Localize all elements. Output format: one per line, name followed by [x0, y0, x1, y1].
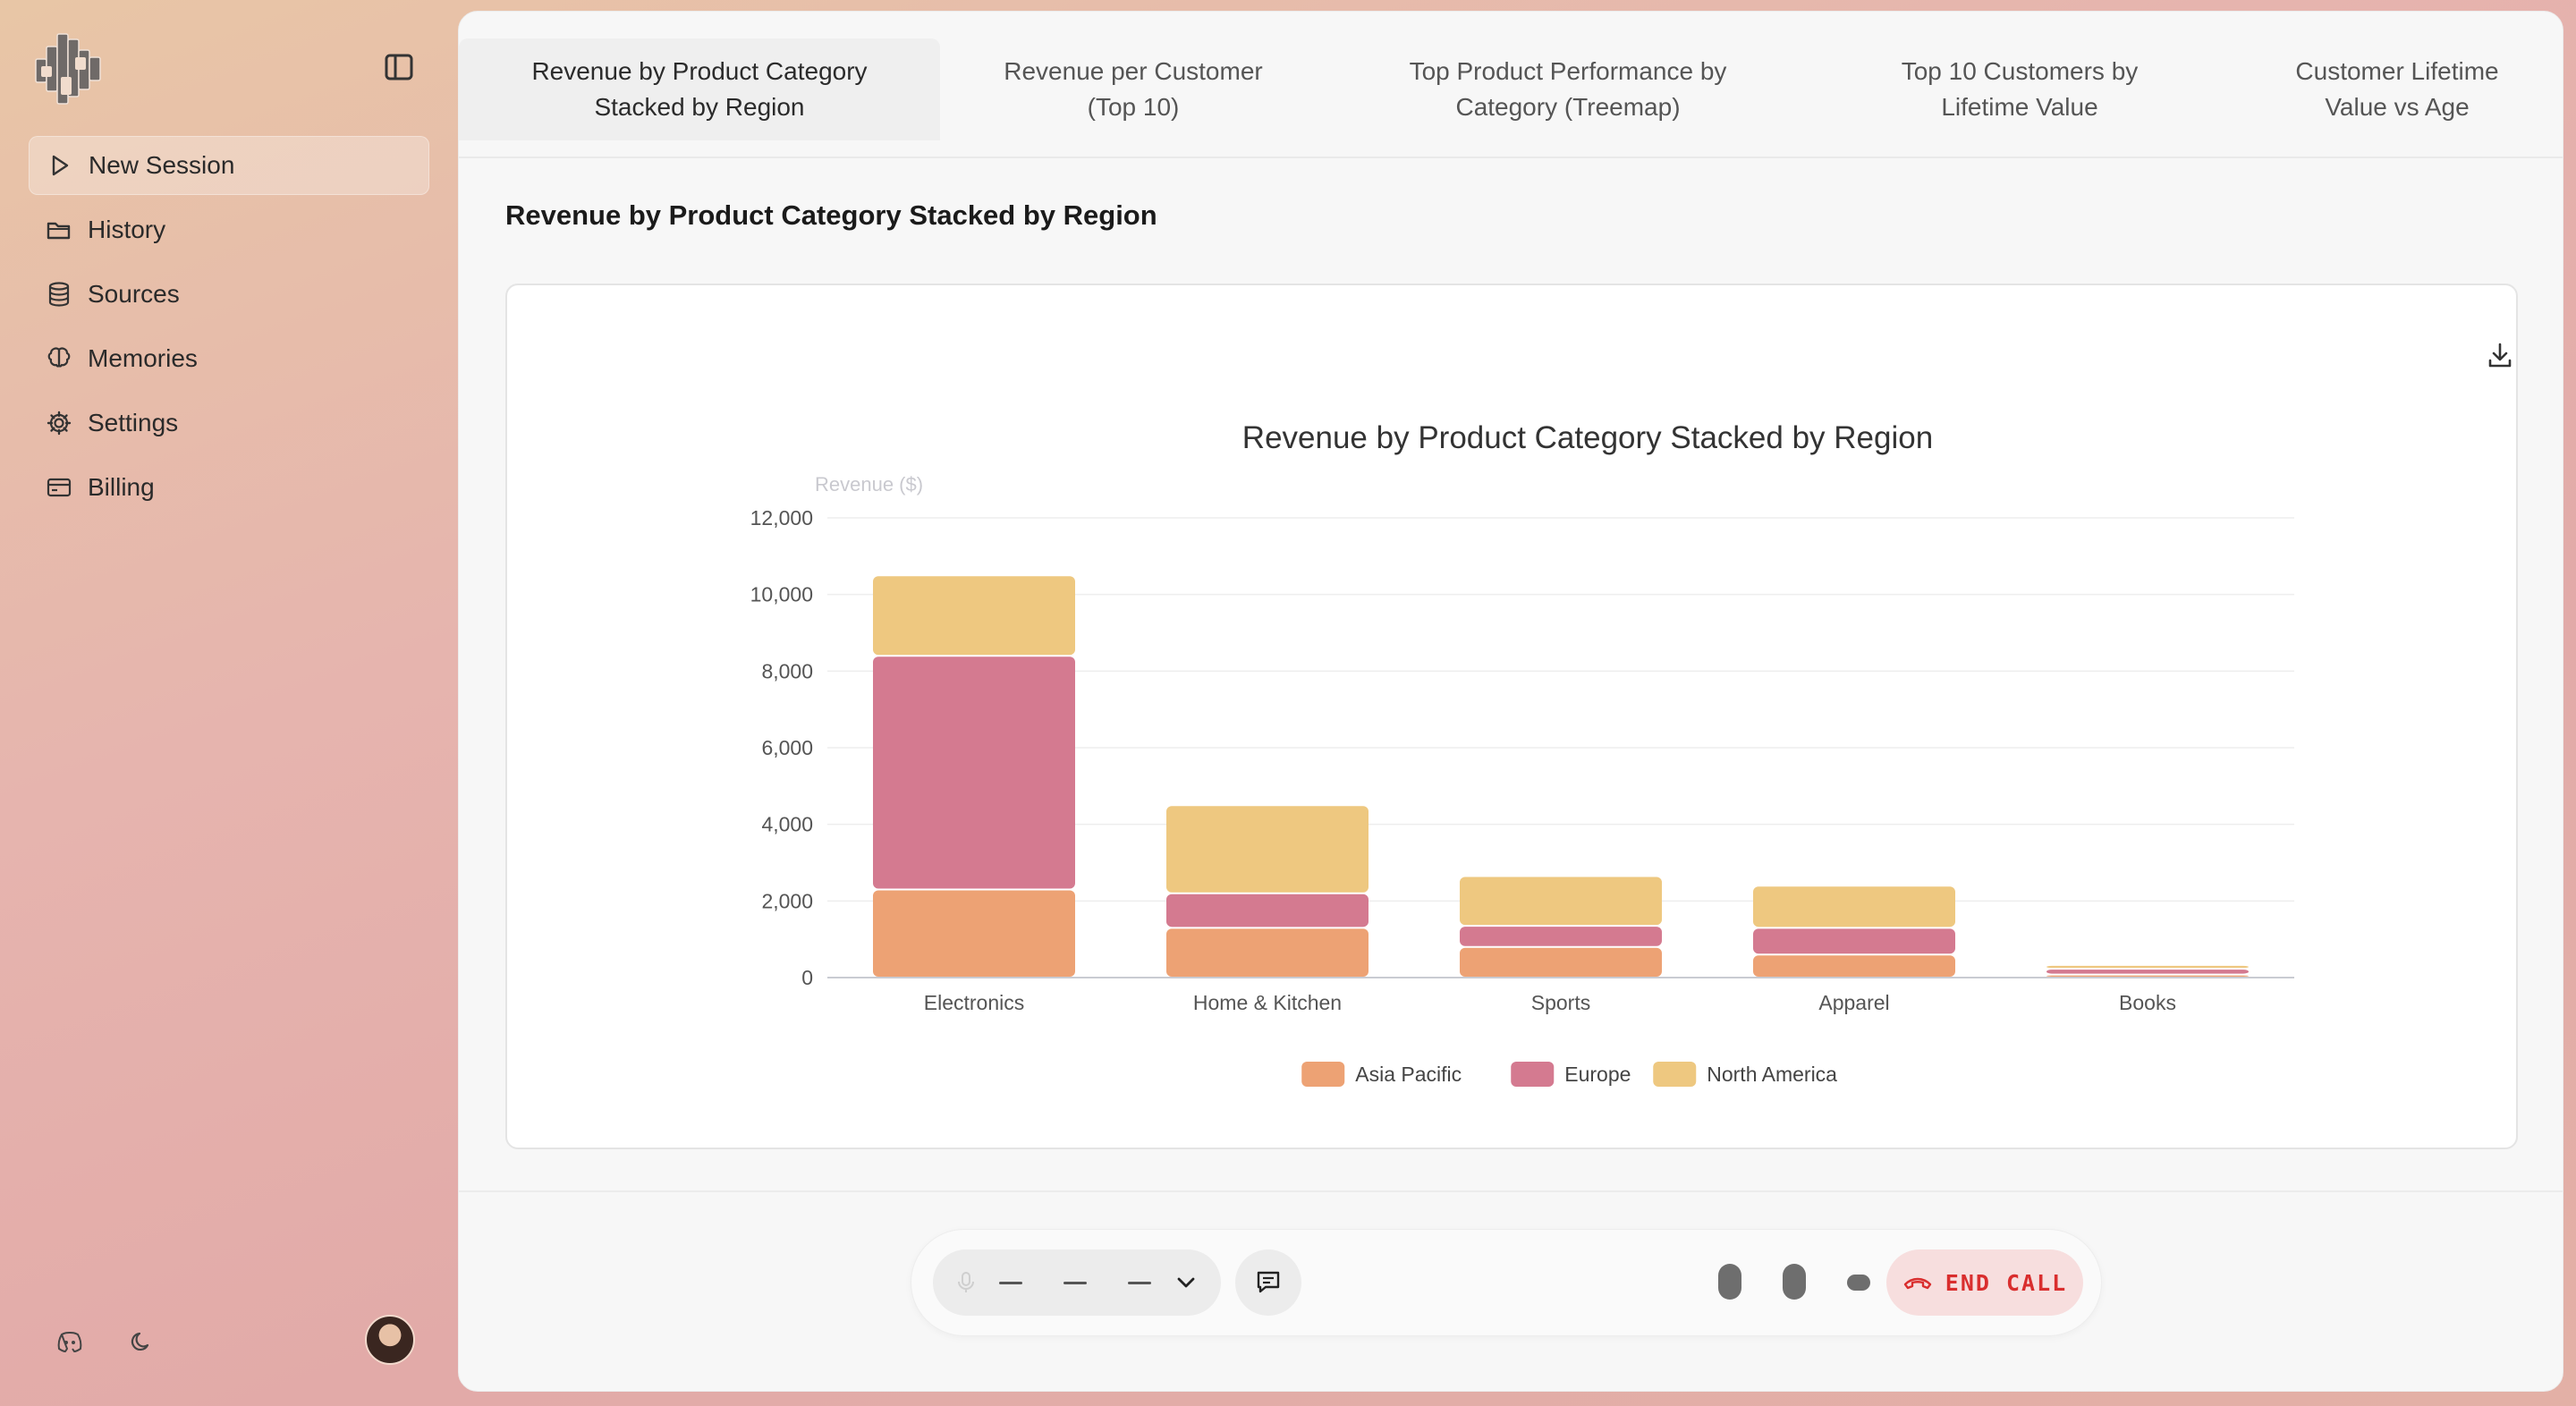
phone-hangup-icon: [1903, 1277, 1931, 1290]
x-tick-label: Home & Kitchen: [1193, 991, 1342, 1014]
y-tick-label: 6,000: [761, 736, 813, 759]
tab-label-line2: Stacked by Region: [594, 93, 805, 121]
bar-segment: [1753, 955, 1955, 977]
x-tick-label: Sports: [1531, 991, 1590, 1014]
brain-icon: [45, 344, 73, 373]
y-tick-label: 0: [801, 966, 813, 989]
app-logo[interactable]: [34, 30, 109, 107]
chart-card: Revenue by Product Category Stacked by R…: [505, 284, 2518, 1149]
folder-icon: [45, 216, 73, 244]
bar-segment: [1753, 886, 1955, 927]
y-tick-label: 10,000: [750, 583, 813, 606]
call-control-bar: END CALL: [911, 1229, 2102, 1336]
gear-icon: [45, 409, 73, 437]
sidebar-item-billing[interactable]: Billing: [29, 458, 429, 517]
bar-segment: [1460, 947, 1662, 977]
end-call-button[interactable]: END CALL: [1886, 1249, 2083, 1316]
bar-segment: [1460, 877, 1662, 926]
bar-segment: [2046, 970, 2249, 974]
tab-label-line2: Category (Treemap): [1455, 93, 1681, 121]
bar-segment: [1753, 928, 1955, 954]
sidebar-item-label: Billing: [88, 473, 155, 501]
sidebar-item-new-session[interactable]: New Session: [29, 136, 429, 195]
voice-level-bar: [1718, 1264, 1741, 1300]
bar-segment: [873, 656, 1075, 889]
sidebar-item-history[interactable]: History: [29, 200, 429, 259]
tab-top-product-performance[interactable]: Top Product Performance by Category (Tree…: [1326, 38, 1809, 140]
tab-label-line2: (Top 10): [1087, 93, 1180, 121]
download-icon[interactable]: [2482, 337, 2518, 373]
y-tick-label: 2,000: [761, 889, 813, 912]
tab-customer-lifetime-value-vs-age[interactable]: Customer Lifetime Value vs Age: [2230, 38, 2563, 140]
sidebar-item-label: History: [88, 216, 166, 243]
sidebar-footer: [52, 1324, 159, 1359]
chat-button[interactable]: [1235, 1249, 1301, 1316]
audio-level-dash: [1128, 1282, 1151, 1284]
sidebar: New Session History Sources Memories Set…: [0, 0, 458, 1406]
microphone-selector[interactable]: [933, 1249, 1221, 1316]
legend-swatch: [1301, 1062, 1345, 1087]
chevron-down-icon[interactable]: [1173, 1269, 1199, 1296]
discord-icon[interactable]: [52, 1324, 88, 1359]
page-title: Revenue by Product Category Stacked by R…: [505, 199, 1157, 231]
audio-level-dash: [1063, 1282, 1087, 1284]
bar-segment: [1460, 927, 1662, 946]
sidebar-item-settings[interactable]: Settings: [29, 394, 429, 453]
x-tick-label: Books: [2119, 991, 2176, 1014]
avatar[interactable]: [365, 1315, 415, 1365]
sidebar-nav: New Session History Sources Memories Set…: [29, 136, 429, 522]
end-call-label: END CALL: [1945, 1269, 2068, 1296]
bar-segment: [1166, 894, 1368, 927]
voice-level-bar: [1783, 1264, 1806, 1300]
tab-label-line1: Customer Lifetime: [2295, 57, 2499, 85]
main-panel: Revenue by Product Category Stacked by Re…: [458, 11, 2563, 1392]
audio-level-dash: [999, 1282, 1022, 1284]
play-icon: [46, 151, 74, 180]
legend-label: North America: [1707, 1063, 1837, 1086]
tab-divider: [459, 157, 2563, 158]
bar-segment: [2046, 975, 2249, 977]
tab-revenue-by-category[interactable]: Revenue by Product Category Stacked by Re…: [459, 38, 940, 140]
tab-label-line1: Top 10 Customers by: [1901, 57, 2139, 85]
sidebar-item-sources[interactable]: Sources: [29, 265, 429, 324]
y-axis-label: Revenue ($): [815, 473, 923, 495]
sidebar-item-label: New Session: [89, 151, 235, 179]
sidebar-item-label: Memories: [88, 344, 198, 372]
tab-revenue-per-customer[interactable]: Revenue per Customer (Top 10): [940, 38, 1326, 140]
y-tick-label: 8,000: [761, 659, 813, 682]
voice-level-bar: [1847, 1275, 1870, 1291]
legend-label: Asia Pacific: [1355, 1063, 1462, 1086]
y-tick-label: 4,000: [761, 813, 813, 836]
bar-segment: [1166, 928, 1368, 977]
tab-top-10-customers[interactable]: Top 10 Customers by Lifetime Value: [1809, 38, 2230, 140]
moon-icon[interactable]: [123, 1324, 159, 1359]
panel-divider: [459, 1190, 2563, 1192]
x-tick-label: Apparel: [1818, 991, 1889, 1014]
bar-segment: [1166, 806, 1368, 893]
tab-label-line1: Top Product Performance by: [1409, 57, 1727, 85]
tab-label-line1: Revenue per Customer: [1004, 57, 1263, 85]
sidebar-item-label: Settings: [88, 409, 179, 436]
sidebar-toggle-icon[interactable]: [383, 52, 417, 82]
tab-bar: Revenue by Product Category Stacked by Re…: [459, 38, 2563, 153]
microphone-icon: [958, 1272, 974, 1292]
y-tick-label: 12,000: [750, 506, 813, 529]
tab-label-line2: Lifetime Value: [1941, 93, 2098, 121]
x-tick-label: Electronics: [924, 991, 1024, 1014]
legend-label: Europe: [1564, 1063, 1631, 1086]
credit-card-icon: [45, 473, 73, 502]
tab-label-line2: Value vs Age: [2325, 93, 2470, 121]
chat-icon: [1257, 1271, 1280, 1293]
stacked-bar-chart: Revenue by Product Category Stacked by R…: [750, 420, 2294, 1087]
legend-swatch: [1511, 1062, 1555, 1087]
database-icon: [45, 280, 73, 309]
bar-segment: [2046, 965, 2249, 969]
tab-label-line1: Revenue by Product Category: [531, 57, 868, 85]
bar-segment: [873, 890, 1075, 977]
bar-segment: [873, 576, 1075, 656]
legend-swatch: [1653, 1062, 1697, 1087]
chart-title: Revenue by Product Category Stacked by R…: [1242, 420, 1933, 455]
sidebar-item-label: Sources: [88, 280, 180, 308]
sidebar-item-memories[interactable]: Memories: [29, 329, 429, 388]
